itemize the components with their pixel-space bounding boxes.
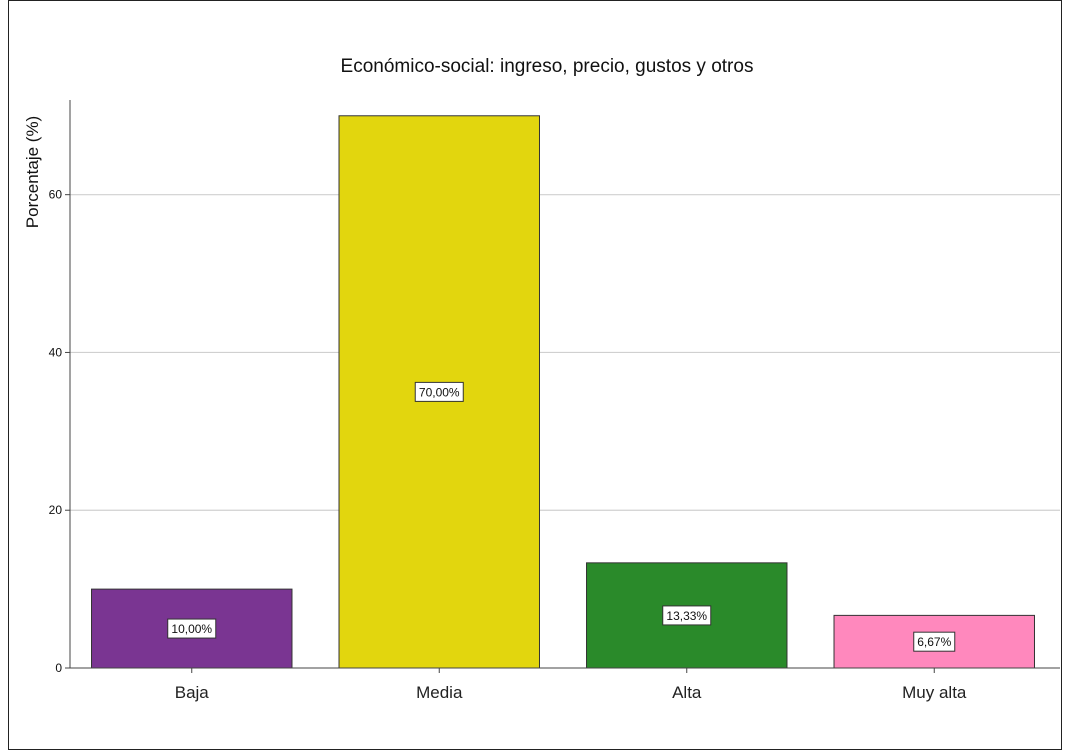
x-tick-label: Muy alta: [902, 683, 967, 702]
data-label: 10,00%: [171, 622, 212, 636]
x-tick-label: Media: [416, 683, 463, 702]
data-label-box: [414, 381, 464, 402]
y-tick-label: 0: [55, 661, 62, 675]
y-axis-label: Porcentaje (%): [23, 116, 42, 228]
data-label: 6,67%: [917, 635, 951, 649]
data-label-box: [167, 618, 217, 639]
y-tick-label: 60: [49, 188, 63, 202]
data-label-box: [913, 631, 956, 652]
y-axis-ticks: 0 20 40 60: [49, 188, 63, 675]
data-label: 70,00%: [419, 385, 460, 399]
data-label: 13,33%: [666, 609, 707, 623]
y-tick-label: 40: [49, 345, 63, 359]
x-axis-ticks: Baja Media Alta Muy alta: [175, 668, 967, 702]
x-tick-label: Baja: [175, 683, 210, 702]
data-label-box: [662, 605, 712, 626]
chart-title: Económico-social: ingreso, precio, gusto…: [341, 56, 754, 77]
bars: 10,00% 70,00% 13,33% 6,67%: [91, 115, 1035, 669]
x-tick-label: Alta: [672, 683, 702, 702]
y-tick-label: 20: [49, 503, 63, 517]
gridlines: [65, 194, 1060, 669]
